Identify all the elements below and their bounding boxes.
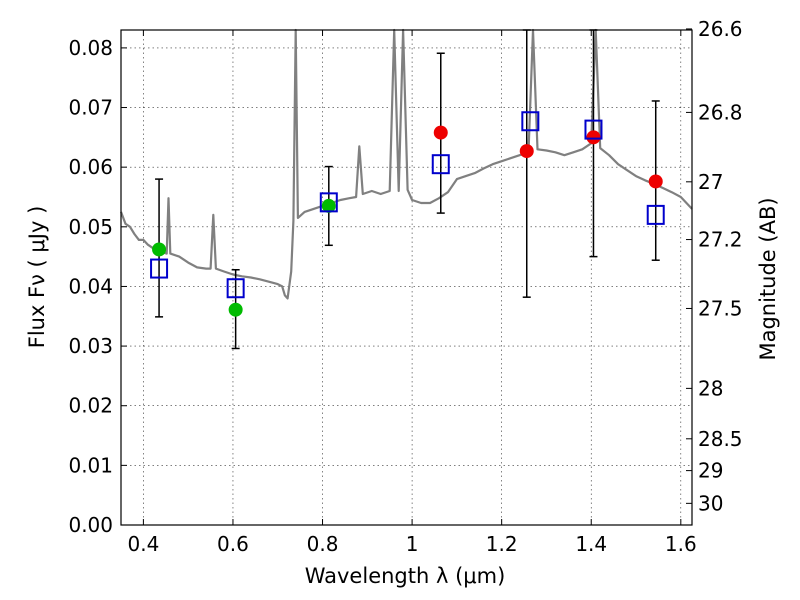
magnitude-tick-label: 30 (698, 491, 723, 515)
model-bandpass-square (521, 111, 540, 132)
magnitude-tick-label: 26.8 (698, 100, 743, 124)
magnitude-tick-label: 27.5 (698, 296, 743, 320)
observed-point-green (228, 302, 243, 317)
grid-layer (121, 30, 692, 526)
model-bandpass-square (646, 204, 665, 225)
model-bandpass-square (226, 278, 245, 299)
y-tick-label: 0.08 (68, 36, 113, 60)
observed-point-green (152, 242, 167, 257)
magnitude-tick-label: 28 (698, 376, 723, 400)
observed-point-red (586, 130, 601, 145)
x-tick-label: 1 (406, 532, 419, 556)
magnitude-tick-label: 26.6 (698, 17, 743, 41)
model-spectrum-line (119, 28, 693, 300)
x-tick-label: 1.6 (665, 532, 697, 556)
points-layer (150, 111, 665, 317)
y-tick-label: 0.01 (68, 453, 113, 477)
y-tick-label: 0.07 (68, 96, 113, 120)
y-tick-label: 0.04 (68, 274, 113, 298)
x-tick-label: 1.4 (575, 532, 607, 556)
model-spectrum-layer (119, 28, 693, 300)
plot-frame (120, 29, 693, 526)
x-tick-label: 0.6 (217, 532, 249, 556)
x-axis-label: Wavelength λ (μm) (305, 564, 506, 588)
magnitude-tick-label: 27 (698, 170, 723, 194)
ticks-layer: 0.4 0.6 0.8 1 1.2 1.4 1.6 0.00 0.01 0.02 0.03 0.04 0… (68, 17, 742, 556)
magnitude-tick-label: 28.5 (698, 427, 743, 451)
x-tick-label: 0.8 (307, 532, 339, 556)
y-tick-label: 0.05 (68, 215, 113, 239)
observed-point-red (648, 174, 663, 189)
model-bandpass-square (319, 192, 338, 213)
model-bandpass-square (150, 258, 169, 279)
magnitude-tick-label: 29 (698, 459, 723, 483)
y-tick-label: 0.03 (68, 334, 113, 358)
y-tick-label: 0.06 (68, 155, 113, 179)
observed-point-red (433, 125, 448, 140)
x-tick-label: 1.2 (486, 532, 518, 556)
model-bandpass-square (584, 119, 603, 140)
x-tick-label: 0.4 (127, 532, 159, 556)
y-axis-label: Flux Fν ( μJy ) (25, 206, 49, 349)
observed-point-green (321, 198, 336, 213)
model-bandpass-square (431, 154, 450, 175)
magnitude-axis-label: Magnitude (AB) (756, 197, 780, 360)
y-tick-label: 0.02 (68, 394, 113, 418)
observed-point-red (519, 144, 534, 159)
magnitude-tick-label: 27.2 (698, 228, 743, 252)
y-tick-label: 0.00 (68, 513, 113, 537)
